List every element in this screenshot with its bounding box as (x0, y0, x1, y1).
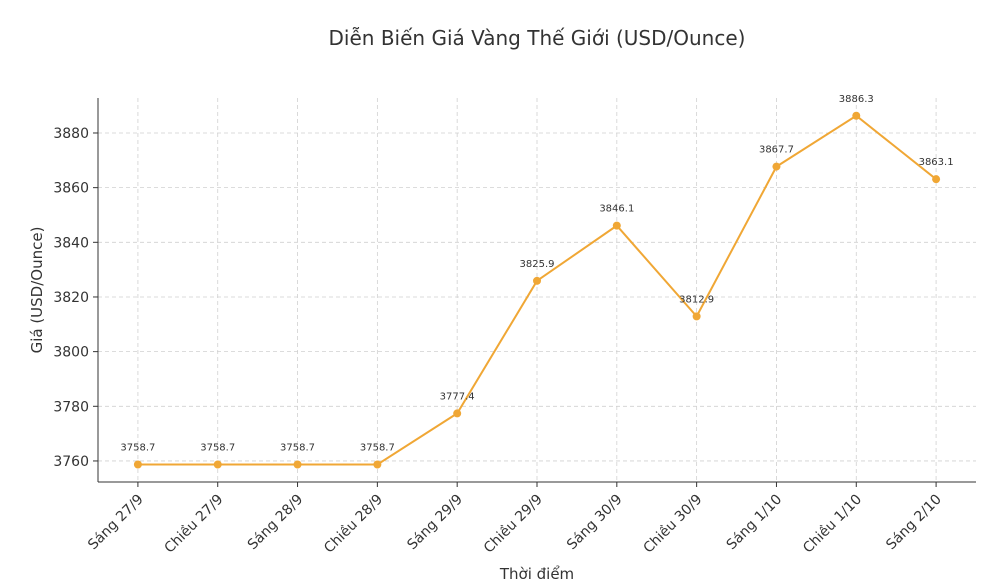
x-tick-label: Chiều 29/9 (480, 491, 546, 557)
data-label: 3812.9 (679, 294, 714, 305)
point (612, 221, 621, 230)
data-label: 3863.1 (919, 157, 954, 168)
data-label: 3758.7 (200, 443, 235, 454)
point (133, 460, 142, 469)
data-label: 3867.7 (759, 145, 794, 156)
x-tick-label: Chiều 27/9 (161, 491, 227, 557)
data-label: 3777.4 (440, 391, 475, 402)
chart-title: Diễn Biến Giá Vàng Thế Giới (USD/Ounce) (329, 26, 746, 50)
point (373, 460, 382, 469)
y-tick-label: 3820 (53, 290, 89, 306)
point (533, 276, 541, 285)
point (213, 460, 222, 469)
x-tick-label: Chiều 30/9 (640, 491, 706, 557)
y-tick-label: 3780 (53, 399, 89, 415)
point (772, 162, 781, 171)
y-tick-label: 3840 (53, 235, 89, 251)
data-label: 3758.7 (360, 443, 395, 454)
point (293, 460, 302, 469)
point (852, 111, 861, 120)
y-tick-label: 3880 (53, 126, 89, 142)
point (932, 175, 941, 184)
x-tick-label: Sáng 2/10 (883, 492, 945, 554)
y-axis-label: Giá (USD/Ounce) (28, 227, 46, 354)
point (453, 409, 462, 418)
data-label: 3825.9 (520, 259, 555, 270)
x-tick-label: Sáng 28/9 (245, 492, 307, 554)
data-label: 3758.7 (280, 443, 315, 454)
y-tick-label: 3860 (53, 181, 89, 197)
x-tick-label: Sáng 30/9 (564, 492, 626, 554)
data-label: 3886.3 (839, 94, 874, 105)
data-label: 3758.7 (120, 443, 155, 454)
x-tick-label: Chiều 28/9 (320, 491, 386, 557)
x-tick-label: Sáng 1/10 (724, 492, 786, 554)
y-tick-label: 3760 (53, 454, 89, 470)
x-tick-label: Chiều 1/10 (799, 491, 865, 557)
y-tick-label: 3800 (53, 345, 89, 361)
x-tick-label: Sáng 29/9 (404, 492, 466, 554)
x-axis-label: Thời điểm (499, 565, 574, 583)
x-tick-label: Sáng 27/9 (85, 492, 147, 554)
point (692, 312, 701, 321)
data-label: 3846.1 (599, 204, 634, 215)
